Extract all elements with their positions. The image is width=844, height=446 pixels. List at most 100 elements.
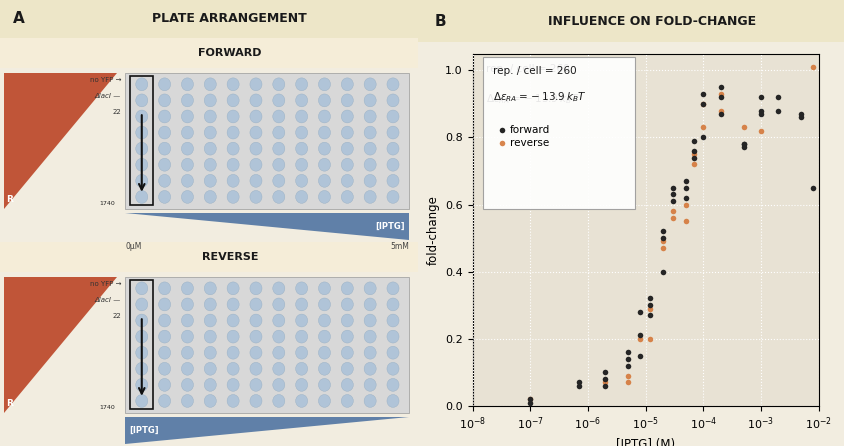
Circle shape [295, 174, 308, 187]
Circle shape [318, 158, 331, 171]
Circle shape [387, 362, 399, 375]
Circle shape [181, 110, 193, 123]
Bar [0, 38, 418, 68]
reverse [621, 372, 635, 379]
Circle shape [318, 298, 331, 311]
reverse [523, 396, 537, 403]
forward [633, 308, 647, 315]
Circle shape [136, 314, 148, 327]
Circle shape [204, 158, 216, 171]
Circle shape [318, 78, 331, 91]
Circle shape [273, 395, 284, 407]
Circle shape [136, 174, 148, 187]
forward [794, 110, 808, 117]
Circle shape [341, 298, 354, 311]
Circle shape [250, 314, 262, 327]
Circle shape [273, 282, 284, 295]
Circle shape [250, 378, 262, 391]
Circle shape [159, 282, 170, 295]
Circle shape [318, 330, 331, 343]
FancyBboxPatch shape [483, 57, 636, 209]
Circle shape [318, 378, 331, 391]
Text: B: B [435, 14, 446, 29]
Circle shape [250, 174, 262, 187]
Circle shape [295, 94, 308, 107]
Circle shape [159, 190, 170, 203]
Circle shape [204, 330, 216, 343]
Y-axis label: fold-change: fold-change [426, 195, 440, 264]
Circle shape [318, 346, 331, 359]
Text: R: R [6, 195, 14, 204]
Circle shape [181, 378, 193, 391]
Polygon shape [125, 417, 409, 444]
Circle shape [273, 126, 284, 139]
Circle shape [341, 158, 354, 171]
reverse [621, 379, 635, 386]
Circle shape [136, 395, 148, 407]
Circle shape [136, 94, 148, 107]
Circle shape [364, 78, 376, 91]
Circle shape [318, 362, 331, 375]
reverse [667, 208, 680, 215]
Text: [IPTG]: [IPTG] [376, 222, 405, 231]
Circle shape [273, 298, 284, 311]
forward [643, 295, 657, 302]
Circle shape [159, 142, 170, 155]
Circle shape [341, 94, 354, 107]
Circle shape [250, 282, 262, 295]
Circle shape [227, 298, 239, 311]
Text: $\Delta\varepsilon_{RA} = -13.9\,k_BT$: $\Delta\varepsilon_{RA} = -13.9\,k_BT$ [486, 92, 580, 106]
Circle shape [204, 78, 216, 91]
Circle shape [364, 330, 376, 343]
Circle shape [204, 298, 216, 311]
Circle shape [136, 362, 148, 375]
Circle shape [204, 190, 216, 203]
X-axis label: [IPTG] (M): [IPTG] (M) [616, 438, 675, 446]
Circle shape [250, 330, 262, 343]
Text: no YFP →: no YFP → [89, 77, 122, 83]
Circle shape [364, 362, 376, 375]
Circle shape [159, 395, 170, 407]
Circle shape [136, 190, 148, 203]
reverse [806, 63, 820, 70]
Circle shape [387, 142, 399, 155]
Text: rep. / cell = 260: rep. / cell = 260 [486, 64, 570, 74]
forward [737, 144, 750, 151]
Circle shape [250, 298, 262, 311]
forward [667, 191, 680, 198]
forward [737, 140, 750, 148]
Circle shape [387, 330, 399, 343]
Circle shape [181, 395, 193, 407]
Circle shape [295, 126, 308, 139]
Text: REVERSE: REVERSE [202, 252, 258, 262]
Circle shape [181, 362, 193, 375]
Circle shape [295, 142, 308, 155]
reverse [688, 151, 701, 158]
Circle shape [387, 94, 399, 107]
Circle shape [341, 142, 354, 155]
Circle shape [227, 158, 239, 171]
Circle shape [227, 395, 239, 407]
Text: PLATE ARRANGEMENT: PLATE ARRANGEMENT [153, 12, 307, 25]
Circle shape [295, 78, 308, 91]
forward [755, 94, 768, 101]
Circle shape [250, 126, 262, 139]
Circle shape [341, 174, 354, 187]
Text: FORWARD: FORWARD [198, 48, 262, 58]
forward [572, 379, 586, 386]
forward [771, 94, 785, 101]
reverse [737, 124, 750, 131]
Circle shape [250, 362, 262, 375]
Circle shape [204, 314, 216, 327]
Circle shape [159, 126, 170, 139]
Circle shape [341, 314, 354, 327]
Circle shape [295, 346, 308, 359]
forward [667, 184, 680, 191]
Circle shape [364, 346, 376, 359]
Circle shape [387, 282, 399, 295]
Circle shape [136, 378, 148, 391]
Circle shape [273, 94, 284, 107]
forward [696, 100, 710, 107]
Circle shape [204, 126, 216, 139]
Bar [130, 76, 154, 205]
